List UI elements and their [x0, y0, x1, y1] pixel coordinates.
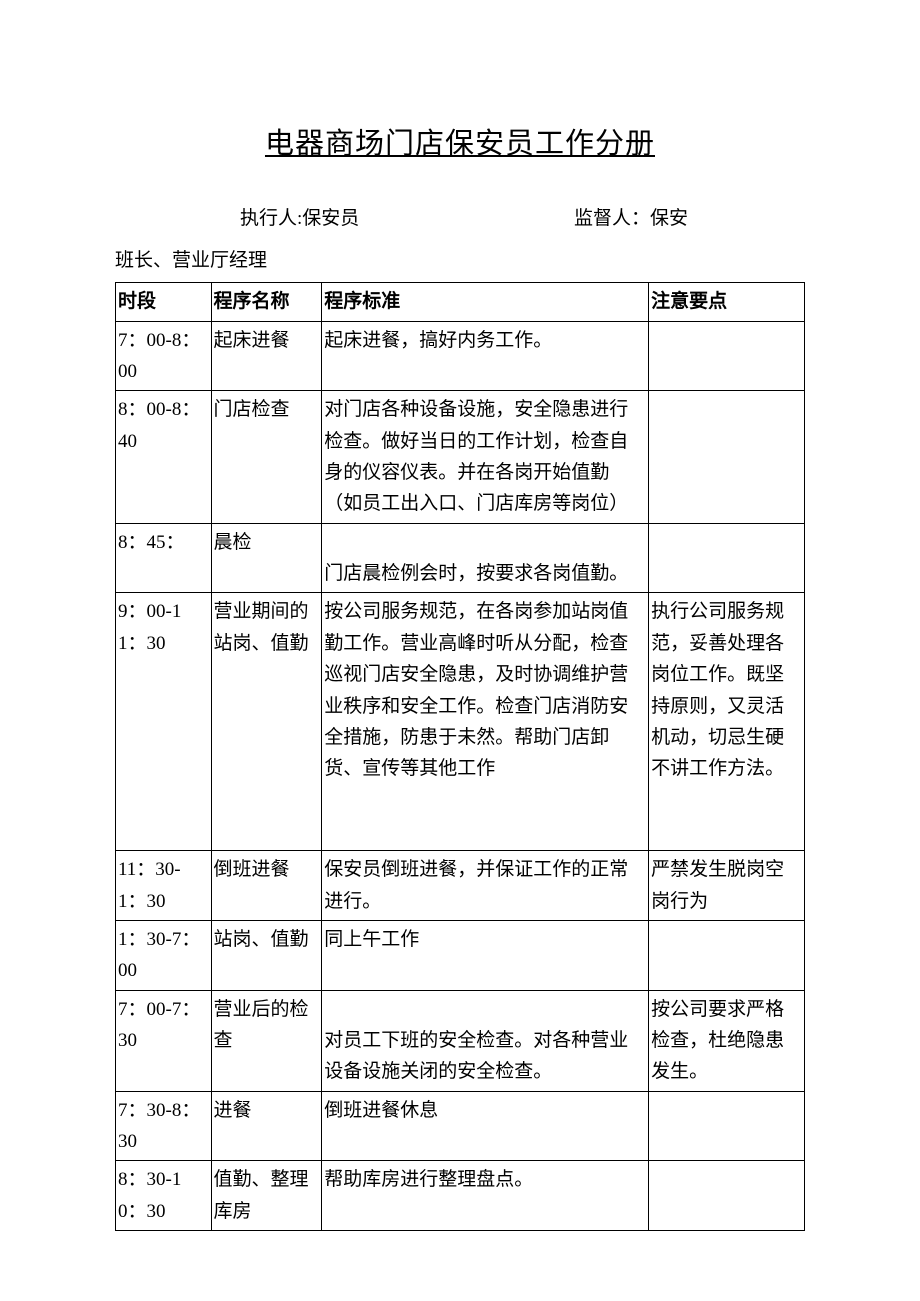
cell-notes [649, 321, 805, 391]
cell-name: 倒班进餐 [211, 851, 322, 921]
table-row: 8：30-10：30值勤、整理库房帮助库房进行整理盘点。 [116, 1161, 805, 1231]
cell-time: 1：30-7：00 [116, 920, 212, 990]
cell-standard: 同上午工作 [322, 920, 649, 990]
cell-notes [649, 391, 805, 523]
cell-standard: 倒班进餐休息 [322, 1091, 649, 1161]
table-row: 11：30-1：30倒班进餐保安员倒班进餐，并保证工作的正常进行。严禁发生脱岗空… [116, 851, 805, 921]
document-title: 电器商场门店保安员工作分册 [115, 120, 805, 162]
cell-time: 11：30-1：30 [116, 851, 212, 921]
executor-label: 执行人:保安员 [240, 202, 359, 236]
cell-name: 营业期间的站岗、值勤 [211, 593, 322, 851]
table-row: 7：00-8：00起床进餐起床进餐，搞好内务工作。 [116, 321, 805, 391]
table-row: 8：45：晨检门店晨检例会时，按要求各岗值勤。 [116, 523, 805, 593]
cell-name: 进餐 [211, 1091, 322, 1161]
cell-time: 7：00-8：00 [116, 321, 212, 391]
cell-standard: 按公司服务规范，在各岗参加站岗值勤工作。营业高峰时听从分配，检查巡视门店安全隐患… [322, 593, 649, 851]
cell-standard: 对门店各种设备设施，安全隐患进行检查。做好当日的工作计划，检查自身的仪容仪表。并… [322, 391, 649, 523]
cell-name: 门店检查 [211, 391, 322, 523]
cell-name: 站岗、值勤 [211, 920, 322, 990]
table-row: 7：00-7：30营业后的检查对员工下班的安全检查。对各种营业设备设施关闭的安全… [116, 990, 805, 1091]
cell-notes: 执行公司服务规范，妥善处理各岗位工作。既坚持原则，又灵活机动，切忌生硬不讲工作方… [649, 593, 805, 851]
cell-notes: 严禁发生脱岗空岗行为 [649, 851, 805, 921]
cell-standard: 门店晨检例会时，按要求各岗值勤。 [322, 523, 649, 593]
cell-time: 7：00-7：30 [116, 990, 212, 1091]
cell-time: 8：30-10：30 [116, 1161, 212, 1231]
cell-standard: 起床进餐，搞好内务工作。 [322, 321, 649, 391]
cell-notes [649, 523, 805, 593]
supervisor-label: 监督人：保安 [574, 202, 688, 236]
cell-time: 7：30-8：30 [116, 1091, 212, 1161]
cell-notes [649, 920, 805, 990]
header-standard: 程序标准 [322, 283, 649, 321]
header-notes: 注意要点 [649, 283, 805, 321]
cell-name: 值勤、整理库房 [211, 1161, 322, 1231]
header-name: 程序名称 [211, 283, 322, 321]
cell-name: 营业后的检查 [211, 990, 322, 1091]
cell-name: 起床进餐 [211, 321, 322, 391]
cell-time: 8：45： [116, 523, 212, 593]
cell-notes [649, 1091, 805, 1161]
cell-notes: 按公司要求严格检查，杜绝隐患发生。 [649, 990, 805, 1091]
table-header-row: 时段 程序名称 程序标准 注意要点 [116, 283, 805, 321]
header-time: 时段 [116, 283, 212, 321]
cell-standard: 保安员倒班进餐，并保证工作的正常进行。 [322, 851, 649, 921]
cell-notes [649, 1161, 805, 1231]
schedule-table: 时段 程序名称 程序标准 注意要点 7：00-8：00起床进餐起床进餐，搞好内务… [115, 282, 805, 1231]
cell-name: 晨检 [211, 523, 322, 593]
meta-line-1: 执行人:保安员 监督人：保安 [115, 202, 805, 236]
table-row: 1：30-7：00站岗、值勤同上午工作 [116, 920, 805, 990]
cell-standard: 对员工下班的安全检查。对各种营业设备设施关闭的安全检查。 [322, 990, 649, 1091]
cell-standard: 帮助库房进行整理盘点。 [322, 1161, 649, 1231]
table-row: 9：00-11：30营业期间的站岗、值勤按公司服务规范，在各岗参加站岗值勤工作。… [116, 593, 805, 851]
schedule-table-body: 时段 程序名称 程序标准 注意要点 7：00-8：00起床进餐起床进餐，搞好内务… [116, 283, 805, 1231]
meta-line-2: 班长、营业厅经理 [115, 244, 805, 278]
cell-time: 8：00-8：40 [116, 391, 212, 523]
cell-time: 9：00-11：30 [116, 593, 212, 851]
table-row: 7：30-8：30进餐倒班进餐休息 [116, 1091, 805, 1161]
table-row: 8：00-8：40门店检查对门店各种设备设施，安全隐患进行检查。做好当日的工作计… [116, 391, 805, 523]
